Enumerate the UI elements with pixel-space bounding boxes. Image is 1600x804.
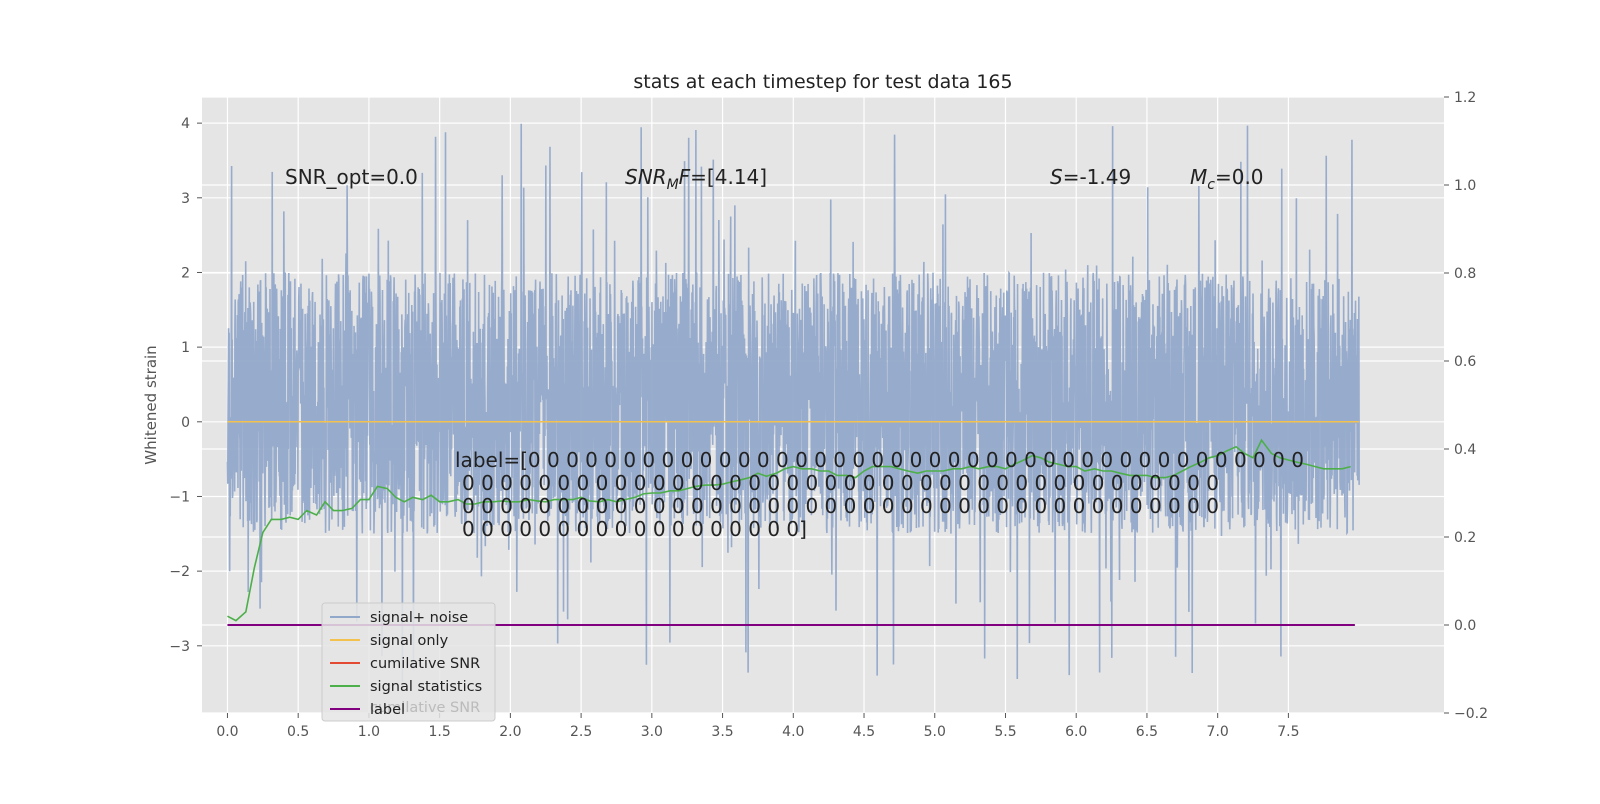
series-signal-noise <box>226 123 1360 682</box>
label-line-4: 0 0 0 0 0 0 0 0 0 0 0 0 0 0 0 0 0 0] <box>462 517 807 541</box>
s-value: =-1.49 <box>1063 165 1132 189</box>
x-tick-label: 3.0 <box>641 724 663 740</box>
legend-label: signal+ noise <box>370 610 468 626</box>
snr-mf-var2: F <box>679 165 691 189</box>
x-tick-label: 5.5 <box>994 724 1016 740</box>
x-tick-label: 5.0 <box>924 724 946 740</box>
legend-label: label <box>370 702 405 718</box>
series-signal-statistics <box>227 438 1351 622</box>
y-tick-label: 3 <box>181 191 190 207</box>
y-tick-label: 2 <box>181 265 190 281</box>
y2-tick-label: 0.4 <box>1454 442 1476 458</box>
mc-annotation: Mc=0.0 <box>1190 165 1264 193</box>
y2-tick-label: 1.2 <box>1454 90 1476 106</box>
y-tick-label: −1 <box>169 489 190 505</box>
legend-label: signal only <box>370 633 449 649</box>
y-tick-label: −3 <box>169 639 190 655</box>
y-axis-ticks: −3 −2 −1 0 1 2 3 4 <box>169 116 202 655</box>
legend-label: signal statistics <box>370 679 482 695</box>
x-tick-label: 2.5 <box>570 724 592 740</box>
x-tick-label: 0.5 <box>287 724 309 740</box>
x-tick-label: 0.0 <box>216 724 238 740</box>
y2-tick-label: 1.0 <box>1454 178 1476 194</box>
y2-tick-label: 0.2 <box>1454 530 1476 546</box>
chart-title: stats at each timestep for test data 165 <box>633 71 1012 93</box>
s-var: S <box>1050 165 1063 189</box>
y2-tick-label: 0.0 <box>1454 618 1476 634</box>
y-tick-label: 1 <box>181 340 190 356</box>
x-axis-ticks: 0.0 0.5 1.0 1.5 2.0 2.5 3.0 3.5 4.0 4.5 5.0 5.5 6.0 6… <box>216 713 1300 740</box>
mc-var: M <box>1190 165 1207 189</box>
mc-sub: c <box>1207 177 1215 193</box>
x-tick-label: 7.5 <box>1277 724 1299 740</box>
snr-mf-value: =[4.14] <box>690 165 767 189</box>
legend: cumilative SNR signal+ noise signal only c… <box>321 602 496 722</box>
x-tick-label: 1.0 <box>358 724 380 740</box>
y2-tick-label: 0.6 <box>1454 354 1476 370</box>
label-line-1: label=[0 0 0 0 0 0 0 0 0 0 0 0 0 0 0 0 0… <box>455 448 1304 472</box>
x-tick-label: 1.5 <box>429 724 451 740</box>
x-tick-label: 4.0 <box>782 724 804 740</box>
x-tick-label: 4.5 <box>853 724 875 740</box>
legend-label: cumilative SNR <box>370 656 480 672</box>
y2-axis-ticks: −0.2 0.0 0.2 0.4 0.6 0.8 1.0 1.2 <box>1444 90 1488 722</box>
y-tick-label: 0 <box>181 415 190 431</box>
mc-value: =0.0 <box>1215 165 1264 189</box>
y-tick-label: 4 <box>181 116 190 132</box>
label-line-3: 0 0 0 0 0 0 0 0 0 0 0 0 0 0 0 0 0 0 0 0 … <box>462 494 1219 518</box>
snr-mf-var: SNR <box>625 165 667 189</box>
y-axis-label: Whitened strain <box>142 345 160 464</box>
y2-tick-label: 0.8 <box>1454 266 1476 282</box>
x-tick-label: 6.5 <box>1136 724 1158 740</box>
legend-ghost-text: cumilative SNR <box>370 700 480 716</box>
x-tick-label: 3.5 <box>711 724 733 740</box>
snr-opt-annotation: SNR_opt=0.0 <box>285 165 418 189</box>
x-tick-label: 2.0 <box>499 724 521 740</box>
s-annotation: S=-1.49 <box>1050 165 1131 189</box>
snr-mf-annotation: SNRMF=[4.14] <box>625 165 767 193</box>
label-line-2: 0 0 0 0 0 0 0 0 0 0 0 0 0 0 0 0 0 0 0 0 … <box>462 471 1219 495</box>
y-tick-label: −2 <box>169 564 190 580</box>
snr-mf-sub: M <box>667 177 679 193</box>
x-tick-label: 7.0 <box>1207 724 1229 740</box>
label-annotation: label=[0 0 0 0 0 0 0 0 0 0 0 0 0 0 0 0 0… <box>455 448 1304 541</box>
y2-tick-label: −0.2 <box>1454 706 1488 722</box>
x-tick-label: 6.0 <box>1065 724 1087 740</box>
legend-box <box>321 602 496 722</box>
